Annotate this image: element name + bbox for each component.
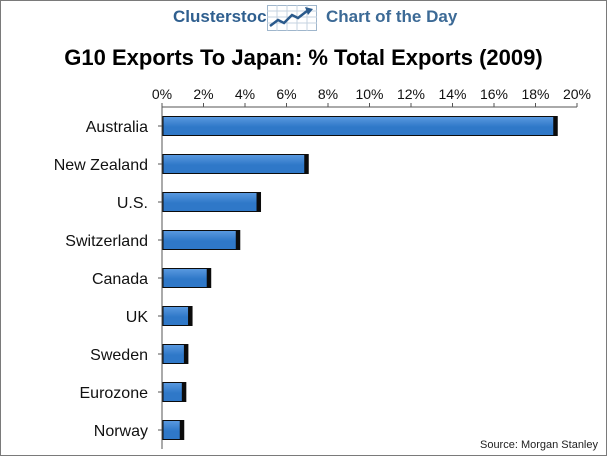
category-label: Switzerland [65, 233, 148, 250]
chart-title: G10 Exports To Japan: % Total Exports (2… [64, 45, 543, 70]
brand-name: Clusterstock [173, 7, 276, 26]
category-label: Sweden [90, 347, 148, 364]
bar-end-cap [256, 192, 261, 212]
x-tick-label: 12% [397, 86, 425, 102]
category-label: Australia [86, 119, 148, 136]
trend-chart-icon [267, 5, 317, 31]
x-tick-label: 16% [480, 86, 508, 102]
x-tick-label: 2% [193, 86, 213, 102]
category-label: Norway [94, 423, 148, 440]
header-banner: Clusterstock Chart of the Day [1, 1, 606, 37]
bar-end-cap [181, 382, 186, 402]
x-tick-label: 8% [318, 86, 338, 102]
x-tick-label: 0% [152, 86, 172, 102]
category-label: Eurozone [80, 385, 149, 402]
bar-end-cap [188, 306, 193, 326]
x-tick-label: 20% [563, 86, 591, 102]
bar-end-cap [179, 420, 184, 440]
bar-end-cap [235, 230, 240, 250]
source-note: Source: Morgan Stanley [479, 439, 598, 451]
category-label: Canada [92, 271, 148, 288]
bar [162, 154, 309, 174]
x-tick-label: 18% [521, 86, 549, 102]
category-label: New Zealand [54, 157, 148, 174]
bar [162, 192, 262, 212]
bar-end-cap [304, 154, 309, 174]
x-tick-label: 4% [235, 86, 255, 102]
bar [162, 268, 212, 288]
bar-end-cap [553, 116, 558, 136]
chart-of-the-day-label: Chart of the Day [326, 7, 458, 26]
bar-end-cap [183, 344, 188, 364]
bar [162, 116, 558, 136]
x-tick-label: 6% [276, 86, 296, 102]
bar [162, 230, 241, 250]
bar-end-cap [206, 268, 211, 288]
x-tick-label: 14% [438, 86, 466, 102]
bar [162, 306, 193, 326]
category-label: U.S. [117, 195, 148, 212]
x-tick-label: 10% [355, 86, 383, 102]
category-label: UK [126, 309, 149, 326]
